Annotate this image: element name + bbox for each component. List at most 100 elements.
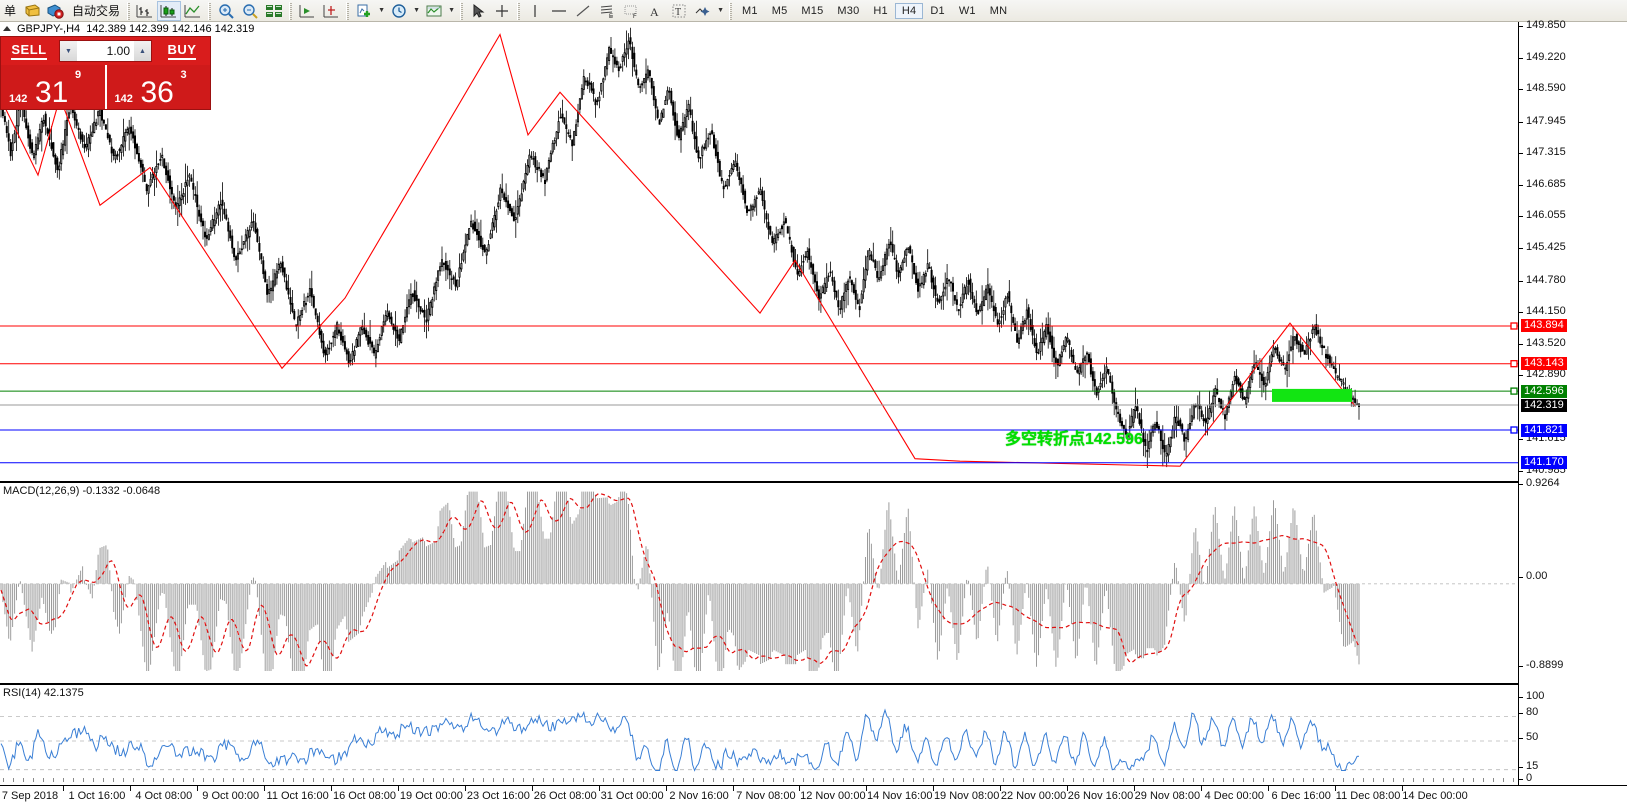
timeframe-m15[interactable]: M15 <box>801 4 824 17</box>
time-minor-tick <box>603 778 604 782</box>
svg-text:F: F <box>633 14 637 19</box>
time-minor-tick <box>453 778 454 782</box>
price-scale[interactable]: 149.850 149.220 148.590 147.945 147.315 146.6… <box>1518 19 1627 785</box>
chevron-down-icon[interactable]: ▼ <box>378 7 385 14</box>
text-label-icon[interactable]: A <box>643 1 667 21</box>
chart-shift-icon[interactable] <box>295 1 319 21</box>
time-minor-tick <box>643 778 644 782</box>
time-minor-tick <box>463 778 464 782</box>
time-minor-tick <box>323 778 324 782</box>
crosshair-icon[interactable] <box>490 1 514 21</box>
time-axis-separator <box>1067 786 1069 791</box>
time-minor-tick <box>1293 778 1294 782</box>
wallet-icon[interactable] <box>20 1 44 21</box>
main-toolbar[interactable]: 单 自动交易 ▼ ▼ ▼ <box>0 0 1627 22</box>
chevron-down-icon[interactable]: ▼ <box>448 7 455 14</box>
cursor-icon[interactable] <box>466 1 490 21</box>
time-minor-tick <box>793 778 794 782</box>
objects-icon[interactable] <box>691 1 715 21</box>
time-minor-tick <box>1193 778 1194 782</box>
time-minor-tick <box>263 778 264 782</box>
macd-pane[interactable]: MACD(12,26,9) -0.1332 -0.0648 <box>0 481 1518 679</box>
timeframe-w1[interactable]: W1 <box>958 4 976 17</box>
time-minor-tick <box>1103 778 1104 782</box>
timeframe-m30[interactable]: M30 <box>837 4 860 17</box>
volume-increase-icon[interactable]: ▲ <box>134 41 151 61</box>
time-minor-tick <box>173 778 174 782</box>
buy-price[interactable]: 142 36 3 <box>104 65 211 109</box>
price-marker-resistance[interactable]: 143.143 <box>1521 357 1567 371</box>
time-axis-separator <box>1334 786 1336 791</box>
zoom-out-icon[interactable] <box>238 1 262 21</box>
volume-decrease-icon[interactable]: ▼ <box>60 41 77 61</box>
toolbar-separator <box>289 1 293 20</box>
time-axis[interactable]: 7 Sep 2018 1 Oct 16:00 4 Oct 08:00 9 Oct 00… <box>0 778 1627 812</box>
time-minor-tick <box>113 778 114 782</box>
rsi-pane[interactable]: RSI(14) 42.1375 <box>0 683 1518 783</box>
chevron-down-icon[interactable]: ▼ <box>413 7 420 14</box>
time-minor-tick <box>843 778 844 782</box>
sell-button[interactable]: SELL <box>1 37 57 65</box>
price-marker-support[interactable]: 141.170 <box>1521 456 1567 470</box>
line-chart-icon[interactable] <box>181 1 205 21</box>
time-minor-tick <box>1513 778 1514 782</box>
new-chart-icon[interactable] <box>352 1 376 21</box>
time-minor-tick <box>233 778 234 782</box>
auto-scroll-icon[interactable] <box>319 1 343 21</box>
time-minor-tick <box>913 778 914 782</box>
time-axis-separator <box>264 786 266 791</box>
indicators-icon[interactable] <box>422 1 446 21</box>
timeframe-h4[interactable]: H4 <box>894 2 924 19</box>
price-marker-last-price[interactable]: 142.319 <box>1521 398 1567 412</box>
autotrade-button[interactable]: 自动交易 <box>72 4 121 18</box>
time-minor-tick <box>423 778 424 782</box>
price-marker-support[interactable]: 141.821 <box>1521 423 1567 437</box>
one-click-trading-panel[interactable]: SELL ▼ 1.00 ▲ BUY 142 31 9 142 36 3 <box>0 36 211 110</box>
chart-area[interactable]: GBPJPY-,H4 142.389 142.399 142.146 142.3… <box>0 19 1627 812</box>
trendline-icon[interactable] <box>571 1 595 21</box>
price-candlestick-plot[interactable] <box>0 22 1518 477</box>
price-marker-pivot[interactable]: 142.596 <box>1521 384 1567 398</box>
autotrade-icon[interactable] <box>44 1 68 21</box>
time-minor-tick <box>83 778 84 782</box>
time-minor-tick <box>623 778 624 782</box>
time-minor-tick <box>1473 778 1474 782</box>
vline-icon[interactable] <box>523 1 547 21</box>
period-icon[interactable] <box>387 1 411 21</box>
time-minor-tick <box>703 778 704 782</box>
time-axis-label: 31 Oct 00:00 <box>600 790 664 802</box>
time-minor-tick <box>1063 778 1064 782</box>
volume-stepper[interactable]: ▼ 1.00 ▲ <box>59 40 152 62</box>
collapse-triangle-icon[interactable] <box>3 26 11 31</box>
tile-windows-icon[interactable] <box>262 1 286 21</box>
timeframe-m1[interactable]: M1 <box>742 4 758 17</box>
timeframe-mn[interactable]: MN <box>989 4 1008 17</box>
time-axis-separator <box>197 786 199 791</box>
zoom-in-icon[interactable] <box>214 1 238 21</box>
bar-chart-icon[interactable] <box>133 1 157 21</box>
timeframe-d1[interactable]: D1 <box>930 4 945 17</box>
time-minor-tick <box>1383 778 1384 782</box>
macd-plot[interactable] <box>0 483 1518 679</box>
channel-icon[interactable]: F <box>619 1 643 21</box>
sell-price[interactable]: 142 31 9 <box>1 65 105 109</box>
time-minor-tick <box>863 778 864 782</box>
timeframe-m5[interactable]: M5 <box>771 4 788 17</box>
volume-value[interactable]: 1.00 <box>106 44 130 58</box>
rsi-plot[interactable] <box>0 685 1518 783</box>
candlestick-chart-icon[interactable] <box>157 0 182 21</box>
price-marker-resistance[interactable]: 143.894 <box>1521 319 1567 333</box>
buy-button[interactable]: BUY <box>154 37 210 65</box>
time-axis-separator <box>1267 786 1269 791</box>
hline-icon[interactable] <box>547 1 571 21</box>
price-tick-label: 148.590 <box>1526 82 1566 95</box>
toolbar-separator <box>127 1 131 20</box>
chevron-down-icon[interactable]: ▼ <box>717 7 724 14</box>
time-minor-tick <box>483 778 484 782</box>
time-axis-separator <box>331 786 333 791</box>
fibonacci-icon[interactable]: E <box>595 1 619 21</box>
text-icon[interactable]: T <box>667 1 691 21</box>
time-axis-separator <box>1200 786 1202 791</box>
timeframe-h1[interactable]: H1 <box>873 4 888 17</box>
price-pane[interactable]: 多空转折点142.596 <box>0 22 1518 477</box>
